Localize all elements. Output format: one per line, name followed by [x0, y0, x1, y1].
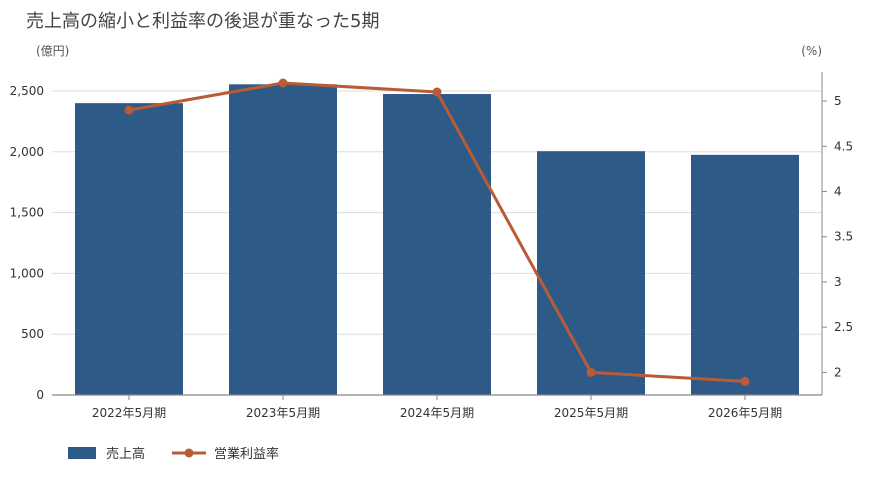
x-tick-label: 2024年5月期	[400, 406, 474, 420]
axes: 0 500 1,000 1,500 2,000 2,500 2 2.5 3 3.5 4 4.5 5 202…	[10, 72, 853, 420]
left-tick-label: 2,500	[10, 84, 44, 98]
left-tick-label: 1,000	[10, 266, 44, 280]
right-tick-label: 5	[834, 94, 842, 108]
x-tick-label: 2022年5月期	[92, 406, 166, 420]
left-tick-label: 500	[21, 327, 44, 341]
chart-title: 売上高の縮小と利益率の後退が重なった5期	[26, 11, 379, 32]
right-tick-label: 3.5	[834, 230, 853, 244]
right-tick-label: 3	[834, 275, 842, 289]
bar	[383, 94, 491, 395]
bar-series	[75, 84, 799, 395]
line-series	[124, 78, 750, 386]
right-tick-label: 4	[834, 185, 842, 199]
bar	[75, 103, 183, 395]
legend-swatch-line-marker	[184, 448, 194, 458]
right-axis-unit: (%)	[801, 44, 822, 58]
left-tick-label: 1,500	[10, 206, 44, 220]
bar	[537, 151, 645, 395]
x-tick-label: 2025年5月期	[554, 406, 628, 420]
x-tick-label: 2023年5月期	[246, 406, 320, 420]
right-tick-label: 2	[834, 365, 842, 379]
line-point	[586, 367, 596, 377]
line-point	[432, 87, 442, 97]
bar	[229, 84, 337, 395]
x-tick-label: 2026年5月期	[708, 406, 782, 420]
legend: 売上高 営業利益率	[68, 446, 279, 462]
right-tick-label: 2.5	[834, 320, 853, 334]
legend-swatch-bar	[68, 447, 96, 459]
right-tick-label: 4.5	[834, 139, 853, 153]
left-tick-label: 0	[36, 388, 44, 402]
left-axis-unit: (億円)	[36, 44, 69, 58]
legend-label-line: 営業利益率	[214, 446, 279, 462]
line-point	[278, 78, 288, 88]
bar	[691, 154, 799, 395]
left-tick-label: 2,000	[10, 145, 44, 159]
line-point	[124, 105, 134, 115]
legend-label-bar: 売上高	[106, 446, 145, 462]
line-point	[740, 376, 750, 386]
